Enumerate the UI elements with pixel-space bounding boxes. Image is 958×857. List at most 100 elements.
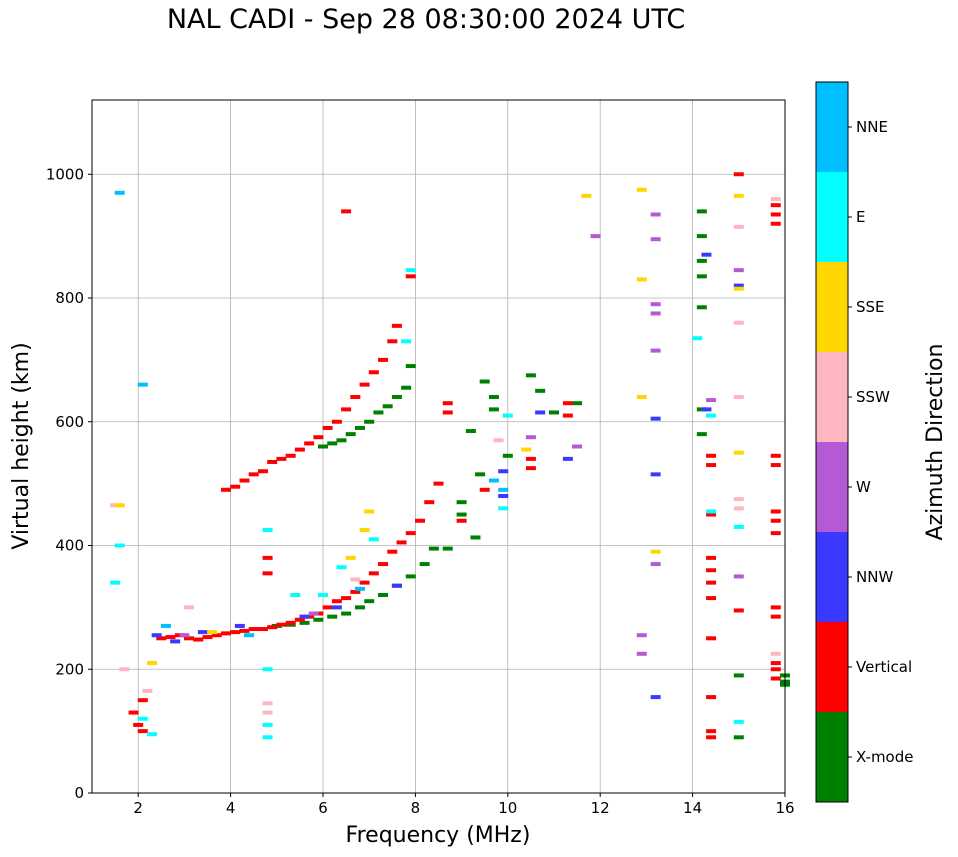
- data-point: [733, 395, 744, 399]
- colorbar-label-x-mode: X-mode: [856, 748, 913, 766]
- data-point: [257, 627, 268, 632]
- data-point: [114, 190, 125, 195]
- data-point: [262, 528, 273, 533]
- data-point: [179, 633, 190, 638]
- x-tick-label: 14: [683, 799, 702, 817]
- data-point: [706, 636, 717, 641]
- series-nne: [114, 190, 509, 638]
- data-point: [733, 735, 744, 740]
- data-point: [405, 274, 416, 279]
- data-point: [313, 435, 324, 440]
- data-point: [549, 410, 559, 415]
- data-point: [701, 252, 712, 257]
- x-tick-label: 6: [318, 799, 328, 817]
- data-point: [262, 571, 273, 576]
- data-point: [770, 463, 781, 468]
- data-point: [184, 636, 195, 641]
- data-point: [706, 580, 717, 585]
- data-point: [692, 336, 703, 341]
- data-point: [498, 494, 509, 498]
- data-point: [696, 209, 707, 214]
- y-tick-label: 1000: [46, 165, 84, 183]
- data-point: [636, 187, 647, 192]
- data-point: [262, 667, 273, 672]
- data-point: [572, 401, 583, 406]
- series-e: [110, 268, 744, 740]
- data-point: [294, 447, 305, 452]
- data-point: [770, 453, 781, 458]
- data-point: [202, 635, 213, 640]
- data-point: [733, 524, 744, 529]
- data-point: [706, 413, 717, 418]
- data-point: [350, 577, 361, 582]
- data-point: [433, 481, 444, 486]
- data-point: [650, 302, 661, 307]
- colorbar-label-nne: NNE: [856, 118, 888, 136]
- data-point: [456, 500, 467, 505]
- data-point: [650, 549, 661, 554]
- y-axis-label: Virtual height (km): [9, 342, 34, 549]
- data-point: [706, 729, 717, 734]
- data-point: [590, 234, 601, 239]
- data-point: [706, 453, 717, 458]
- data-point: [442, 546, 453, 551]
- x-tick-label: 8: [411, 799, 421, 817]
- data-point: [248, 627, 259, 632]
- data-point: [364, 599, 375, 604]
- data-point: [733, 673, 744, 678]
- data-point: [706, 596, 717, 601]
- data-point: [525, 373, 536, 378]
- data-point: [184, 605, 195, 610]
- y-tick-label: 800: [55, 289, 84, 307]
- colorbar-segment: [816, 712, 848, 802]
- data-point: [770, 661, 781, 666]
- x-tick-label: 2: [133, 799, 143, 817]
- data-marks: [110, 172, 790, 740]
- data-point: [405, 268, 416, 273]
- data-point: [341, 596, 352, 601]
- data-point: [498, 506, 509, 511]
- data-point: [211, 633, 222, 638]
- data-point: [387, 549, 398, 554]
- data-point: [572, 444, 583, 449]
- data-point: [350, 589, 361, 594]
- data-point: [364, 509, 375, 514]
- data-point: [114, 503, 125, 508]
- data-point: [262, 722, 273, 727]
- data-point: [733, 286, 744, 291]
- data-point: [336, 565, 347, 570]
- data-point: [706, 509, 717, 514]
- data-point: [733, 608, 744, 613]
- data-point: [308, 611, 319, 616]
- data-point: [733, 172, 744, 177]
- data-point: [419, 562, 430, 567]
- x-tick-label: 10: [498, 799, 517, 817]
- data-point: [378, 357, 389, 362]
- data-point: [391, 395, 402, 399]
- data-point: [706, 735, 717, 740]
- colorbar-segment: [816, 262, 848, 352]
- data-point: [535, 388, 546, 393]
- data-point: [156, 636, 167, 641]
- data-point: [193, 637, 204, 642]
- data-point: [276, 622, 287, 627]
- data-point: [650, 695, 661, 700]
- data-point: [318, 444, 328, 449]
- data-point: [650, 562, 661, 567]
- data-point: [733, 224, 744, 229]
- data-point: [354, 586, 365, 591]
- data-point: [493, 438, 504, 443]
- data-point: [770, 203, 781, 208]
- series-vertical: [128, 172, 781, 740]
- data-point: [562, 413, 573, 418]
- data-point: [733, 268, 744, 273]
- data-point: [465, 429, 476, 434]
- colorbar-segment: [816, 442, 848, 532]
- data-point: [770, 212, 781, 217]
- data-point: [770, 531, 781, 536]
- data-point: [733, 283, 744, 288]
- data-point: [387, 339, 398, 344]
- colorbar-label-ssw: SSW: [856, 388, 890, 406]
- data-point: [733, 193, 744, 198]
